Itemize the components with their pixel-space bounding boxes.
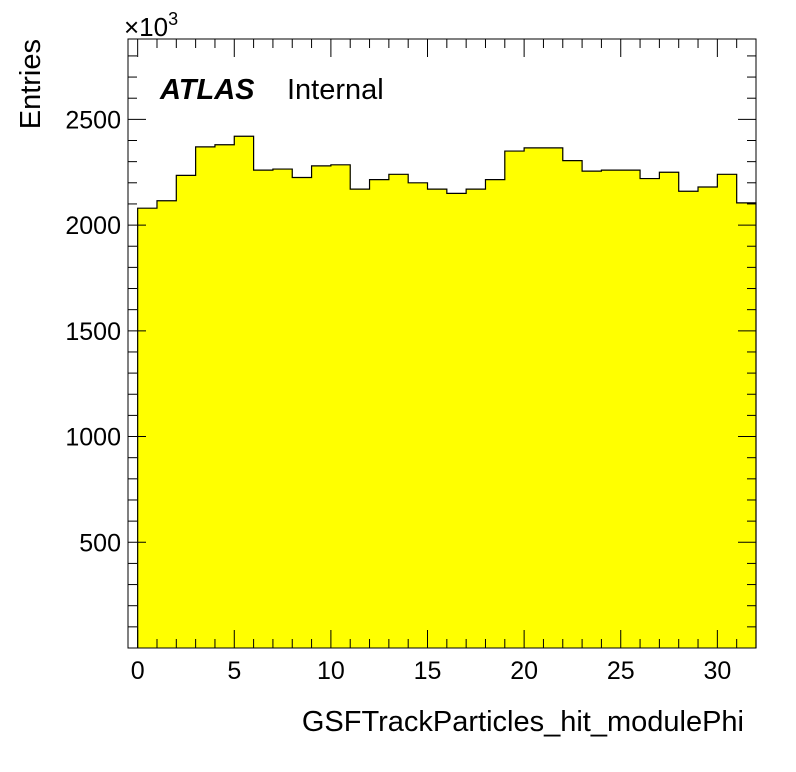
histogram-outline-layer — [137, 135, 757, 648]
histogram-bar — [620, 170, 641, 648]
histogram-bar — [504, 151, 525, 648]
y-multiplier-exponent: 3 — [168, 9, 178, 29]
x-tick-label: 20 — [510, 657, 538, 685]
y-tick-label: 2500 — [65, 106, 121, 134]
histogram-bar — [349, 189, 371, 648]
histogram-bar — [291, 177, 313, 649]
histogram-bar — [697, 187, 718, 649]
axis-ticks — [128, 39, 756, 648]
y-multiplier-base: ×10 — [124, 12, 168, 42]
histogram-bar — [678, 191, 699, 648]
histogram-bar — [736, 202, 757, 649]
histogram-bar — [542, 147, 564, 648]
histogram-bar — [600, 170, 622, 648]
histogram-bar — [175, 175, 197, 648]
x-tick-labels: 0 5 10 15 20 25 30 — [131, 657, 732, 685]
y-tick-label: 2000 — [65, 212, 121, 240]
y-tick-label: 500 — [79, 529, 121, 557]
x-axis-label: GSFTrackParticles_hit_modulePhi — [302, 706, 744, 738]
histogram-bar — [427, 189, 448, 648]
experiment-label: ATLAS — [159, 74, 255, 106]
plot-frame — [127, 38, 757, 649]
histogram-bar — [484, 179, 506, 648]
histogram-bar — [272, 169, 293, 648]
y-tick-label: 1500 — [65, 318, 121, 346]
histogram-bar — [233, 136, 255, 649]
y-tick-labels: 500 1000 1500 2000 2500 — [65, 106, 121, 557]
histogram-bar — [388, 174, 409, 649]
histogram-bar — [195, 146, 216, 648]
x-tick-label: 0 — [131, 657, 145, 685]
y-axis-label: Entries — [15, 39, 47, 129]
histogram-bar — [156, 200, 177, 648]
status-label: Internal — [287, 74, 384, 106]
histogram-bar — [581, 171, 602, 649]
histogram-bar — [137, 208, 158, 648]
histogram-bar — [465, 189, 486, 648]
x-tick-label: 25 — [607, 657, 635, 685]
histogram-bar — [562, 160, 583, 648]
y-axis-multiplier: ×103 — [124, 9, 178, 42]
histogram-bar — [446, 193, 467, 649]
histogram-bar — [523, 147, 544, 648]
histogram-bars — [137, 136, 757, 649]
x-tick-label: 5 — [227, 657, 241, 685]
y-tick-label: 1000 — [65, 424, 121, 452]
histogram-bar — [369, 179, 390, 648]
x-tick-label: 30 — [703, 657, 731, 685]
histogram-bar — [716, 174, 738, 649]
histogram-outline — [137, 135, 757, 648]
x-tick-label: 10 — [317, 657, 345, 685]
histogram-bar — [253, 170, 274, 648]
histogram-bar — [639, 178, 660, 648]
histogram-bar — [311, 165, 332, 648]
x-tick-label: 15 — [414, 657, 442, 685]
histogram-bar — [658, 172, 680, 648]
histogram-bar — [214, 144, 235, 648]
histogram-bar — [330, 164, 351, 649]
histogram-bar — [407, 182, 429, 648]
